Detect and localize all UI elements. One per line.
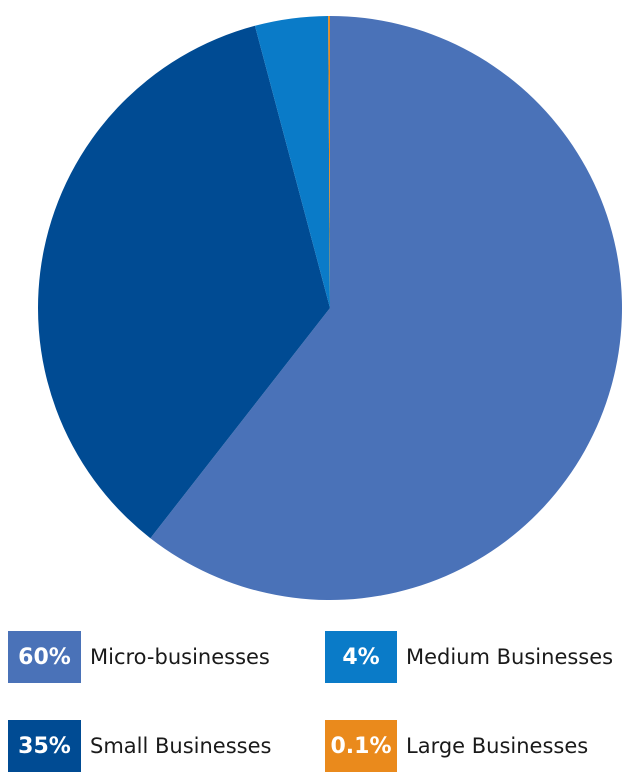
pie-chart — [38, 16, 622, 600]
pie-slice-medium-businesses — [254, 16, 330, 309]
legend-item-large-businesses: 0.1% Large Businesses — [325, 720, 588, 772]
legend-badge-micro-businesses: 60% — [8, 631, 81, 683]
legend-label-small-businesses: Small Businesses — [90, 734, 272, 758]
legend-label-large-businesses: Large Businesses — [406, 734, 589, 758]
legend-badge-medium-businesses: 4% — [325, 631, 397, 683]
legend-label-medium-businesses: Medium Businesses — [406, 645, 614, 669]
pie-slice-small-businesses — [38, 25, 330, 539]
legend-badge-large-businesses: 0.1% — [325, 720, 397, 772]
legend-label-micro-businesses: Micro-businesses — [90, 645, 270, 669]
pie-slice-micro-businesses — [150, 16, 622, 600]
legend-item-medium-businesses: 4% Medium Businesses — [325, 631, 613, 683]
legend-item-small-businesses: 35% Small Businesses — [8, 720, 271, 772]
legend-badge-small-businesses: 35% — [8, 720, 81, 772]
pie-slice-large-businesses — [328, 16, 330, 308]
legend-item-micro-businesses: 60% Micro-businesses — [8, 631, 270, 683]
